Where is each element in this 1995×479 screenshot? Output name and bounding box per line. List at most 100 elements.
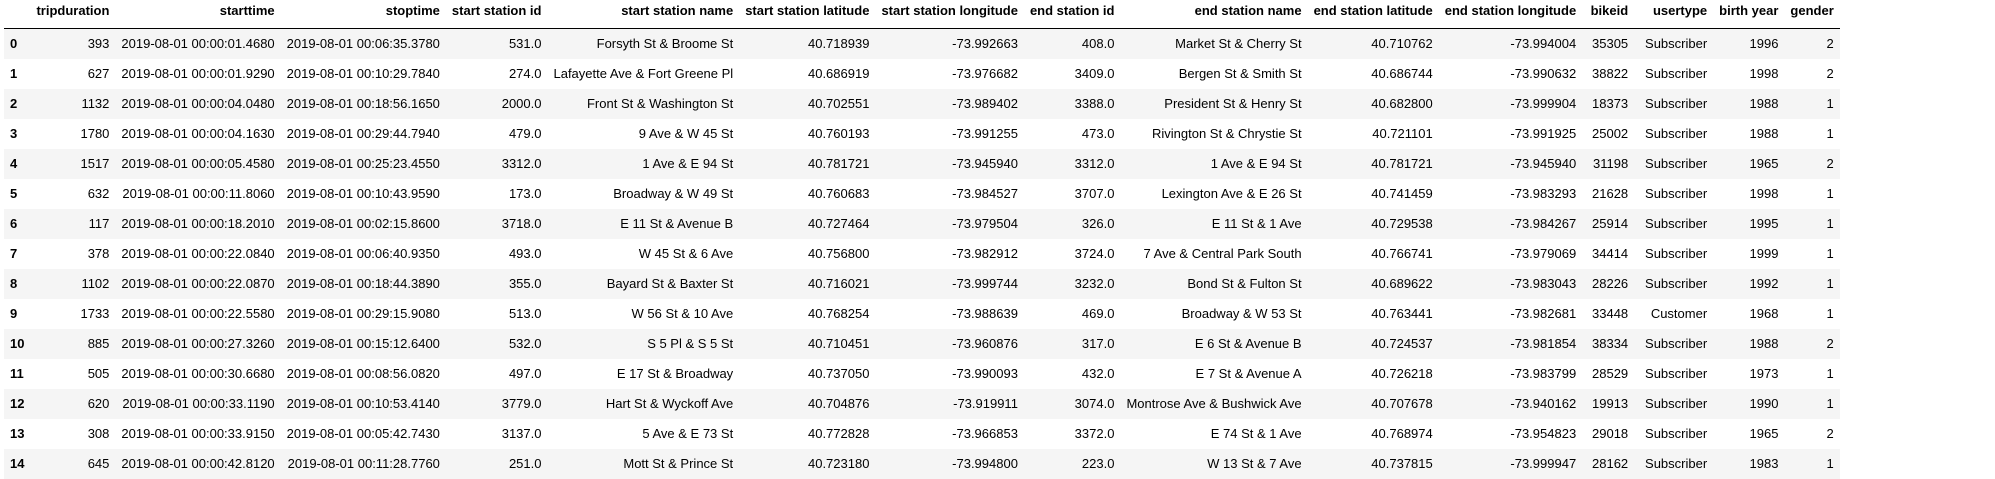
table-cell: 532.0	[446, 329, 548, 359]
table-cell: 1998	[1713, 59, 1784, 89]
table-cell: 1998	[1713, 179, 1784, 209]
table-cell: 7 Ave & Central Park South	[1120, 239, 1307, 269]
table-cell: -73.983799	[1439, 359, 1582, 389]
table-cell: 2019-08-01 00:10:53.4140	[281, 389, 446, 419]
table-cell: 223.0	[1024, 449, 1121, 479]
table-cell: -73.990632	[1439, 59, 1582, 89]
table-cell: 28529	[1582, 359, 1634, 389]
table-cell: 2019-08-01 00:00:22.0840	[115, 239, 280, 269]
table-cell: 35305	[1582, 29, 1634, 60]
table-cell: 5 Ave & E 73 St	[547, 419, 739, 449]
table-cell: 513.0	[446, 299, 548, 329]
table-cell: 3409.0	[1024, 59, 1121, 89]
table-cell: -73.989402	[875, 89, 1024, 119]
table-cell: 40.726218	[1308, 359, 1439, 389]
table-cell: E 11 St & 1 Ave	[1120, 209, 1307, 239]
table-cell: Subscriber	[1634, 329, 1713, 359]
table-cell: 40.781721	[739, 149, 875, 179]
table-cell: Subscriber	[1634, 149, 1713, 179]
column-header: start station longitude	[875, 0, 1024, 29]
table-cell: 2019-08-01 00:05:42.7430	[281, 419, 446, 449]
column-header: stoptime	[281, 0, 446, 29]
table-cell: 40.686919	[739, 59, 875, 89]
table-cell: 2019-08-01 00:18:44.3890	[281, 269, 446, 299]
table-cell: 3779.0	[446, 389, 548, 419]
table-cell: 1965	[1713, 149, 1784, 179]
table-cell: Broadway & W 53 St	[1120, 299, 1307, 329]
table-cell: -73.992663	[875, 29, 1024, 60]
table-cell: 1968	[1713, 299, 1784, 329]
table-cell: 2019-08-01 00:00:33.9150	[115, 419, 280, 449]
table-cell: 21628	[1582, 179, 1634, 209]
table-cell: Subscriber	[1634, 119, 1713, 149]
table-cell: 2019-08-01 00:06:35.3780	[281, 29, 446, 60]
table-cell: Broadway & W 49 St	[547, 179, 739, 209]
column-header: birth year	[1713, 0, 1784, 29]
table-cell: E 6 St & Avenue B	[1120, 329, 1307, 359]
row-index: 8	[4, 269, 30, 299]
table-cell: 2019-08-01 00:11:28.7760	[281, 449, 446, 479]
table-cell: 645	[30, 449, 115, 479]
table-cell: 40.716021	[739, 269, 875, 299]
table-cell: Subscriber	[1634, 29, 1713, 60]
table-cell: 40.768254	[739, 299, 875, 329]
table-cell: -73.994004	[1439, 29, 1582, 60]
table-cell: 2019-08-01 00:08:56.0820	[281, 359, 446, 389]
table-cell: -73.990093	[875, 359, 1024, 389]
table-cell: President St & Henry St	[1120, 89, 1307, 119]
table-cell: 1983	[1713, 449, 1784, 479]
table-cell: 40.710451	[739, 329, 875, 359]
table-cell: -73.982681	[1439, 299, 1582, 329]
table-cell: -73.954823	[1439, 419, 1582, 449]
table-cell: 40.756800	[739, 239, 875, 269]
table-cell: Subscriber	[1634, 389, 1713, 419]
table-cell: 40.721101	[1308, 119, 1439, 149]
table-cell: 2019-08-01 00:00:33.1190	[115, 389, 280, 419]
table-cell: 40.704876	[739, 389, 875, 419]
table-cell: 40.737815	[1308, 449, 1439, 479]
table-cell: -73.982912	[875, 239, 1024, 269]
table-cell: -73.983293	[1439, 179, 1582, 209]
table-cell: 1995	[1713, 209, 1784, 239]
table-cell: 1	[1784, 449, 1839, 479]
table-cell: -73.999947	[1439, 449, 1582, 479]
table-cell: Subscriber	[1634, 209, 1713, 239]
column-header: gender	[1784, 0, 1839, 29]
table-cell: -73.966853	[875, 419, 1024, 449]
table-cell: 479.0	[446, 119, 548, 149]
table-cell: 3388.0	[1024, 89, 1121, 119]
table-cell: Lafayette Ave & Fort Greene Pl	[547, 59, 739, 89]
table-cell: 3312.0	[1024, 149, 1121, 179]
table-cell: 1973	[1713, 359, 1784, 389]
table-cell: 274.0	[446, 59, 548, 89]
table-cell: Bayard St & Baxter St	[547, 269, 739, 299]
table-cell: 2019-08-01 00:00:30.6680	[115, 359, 280, 389]
table-cell: 38334	[1582, 329, 1634, 359]
table-cell: 2019-08-01 00:00:01.4680	[115, 29, 280, 60]
column-header: start station name	[547, 0, 739, 29]
column-header: tripduration	[30, 0, 115, 29]
table-cell: 885	[30, 329, 115, 359]
table-cell: 408.0	[1024, 29, 1121, 60]
column-header: bikeid	[1582, 0, 1634, 29]
table-cell: 34414	[1582, 239, 1634, 269]
table-cell: -73.984527	[875, 179, 1024, 209]
table-cell: 40.741459	[1308, 179, 1439, 209]
table-cell: 2019-08-01 00:15:12.6400	[281, 329, 446, 359]
column-header: usertype	[1634, 0, 1713, 29]
table-cell: -73.984267	[1439, 209, 1582, 239]
table-cell: 469.0	[1024, 299, 1121, 329]
table-cell: 2019-08-01 00:18:56.1650	[281, 89, 446, 119]
table-cell: 2	[1784, 149, 1839, 179]
table-cell: 308	[30, 419, 115, 449]
table-cell: -73.991925	[1439, 119, 1582, 149]
table-cell: -73.945940	[875, 149, 1024, 179]
table-cell: 2019-08-01 00:00:11.8060	[115, 179, 280, 209]
